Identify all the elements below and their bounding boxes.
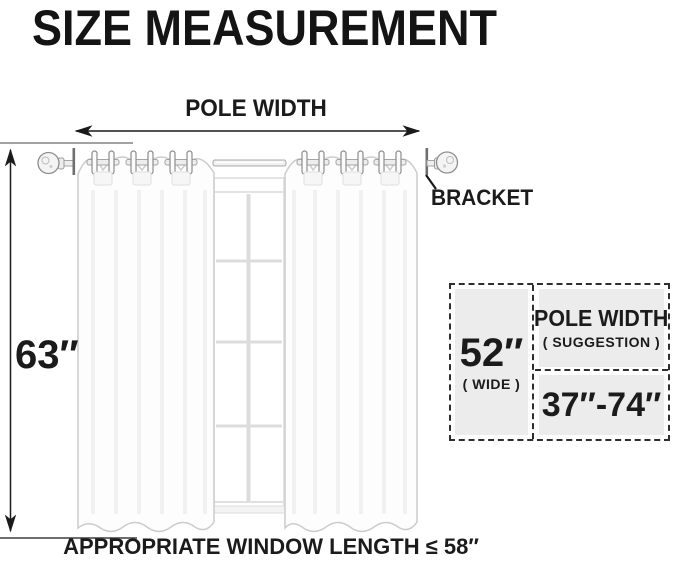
curtain-panel-right bbox=[284, 156, 418, 533]
pole-width-range: 37″-74″ bbox=[541, 386, 662, 424]
bracket-pointer-line bbox=[425, 174, 437, 190]
pole-width-note: ( SUGGESTION ) bbox=[542, 334, 661, 351]
curtain-folds-left bbox=[91, 190, 207, 514]
curtain-length-label: 63″ bbox=[15, 333, 79, 377]
curtain-rod bbox=[212, 159, 287, 167]
curtain-panel-left bbox=[77, 156, 215, 533]
rod-finial-right-icon bbox=[426, 151, 459, 174]
pole-width-label: POLE WIDTH bbox=[185, 95, 327, 122]
pole-width-title: POLE WIDTH bbox=[534, 304, 669, 331]
width-note: ( WIDE ) bbox=[462, 375, 521, 392]
window-sill bbox=[208, 505, 290, 514]
rod-finial-left-icon bbox=[37, 151, 75, 175]
pole-width-range-cell: 37″-74″ bbox=[539, 375, 664, 435]
window bbox=[208, 177, 290, 514]
curtain-folds-right bbox=[292, 190, 407, 514]
bracket-label: BRACKET bbox=[431, 185, 534, 210]
size-info-box: 52″ ( WIDE ) POLE WIDTH ( SUGGESTION ) 3… bbox=[449, 283, 670, 441]
horizontal-dashed-divider bbox=[535, 369, 668, 371]
window-length-label: APPROPRIATE WINDOW LENGTH ≤ 58″ bbox=[63, 534, 479, 559]
wall-bracket-left-icon bbox=[72, 148, 76, 175]
page-title: SIZE MEASUREMENT bbox=[32, 0, 498, 56]
width-cell: 52″ ( WIDE ) bbox=[455, 289, 528, 435]
pole-width-suggestion-cell: POLE WIDTH ( SUGGESTION ) bbox=[534, 289, 669, 367]
vertical-dashed-divider bbox=[532, 285, 534, 439]
grommets bbox=[86, 150, 407, 186]
width-value: 52″ bbox=[459, 330, 524, 375]
